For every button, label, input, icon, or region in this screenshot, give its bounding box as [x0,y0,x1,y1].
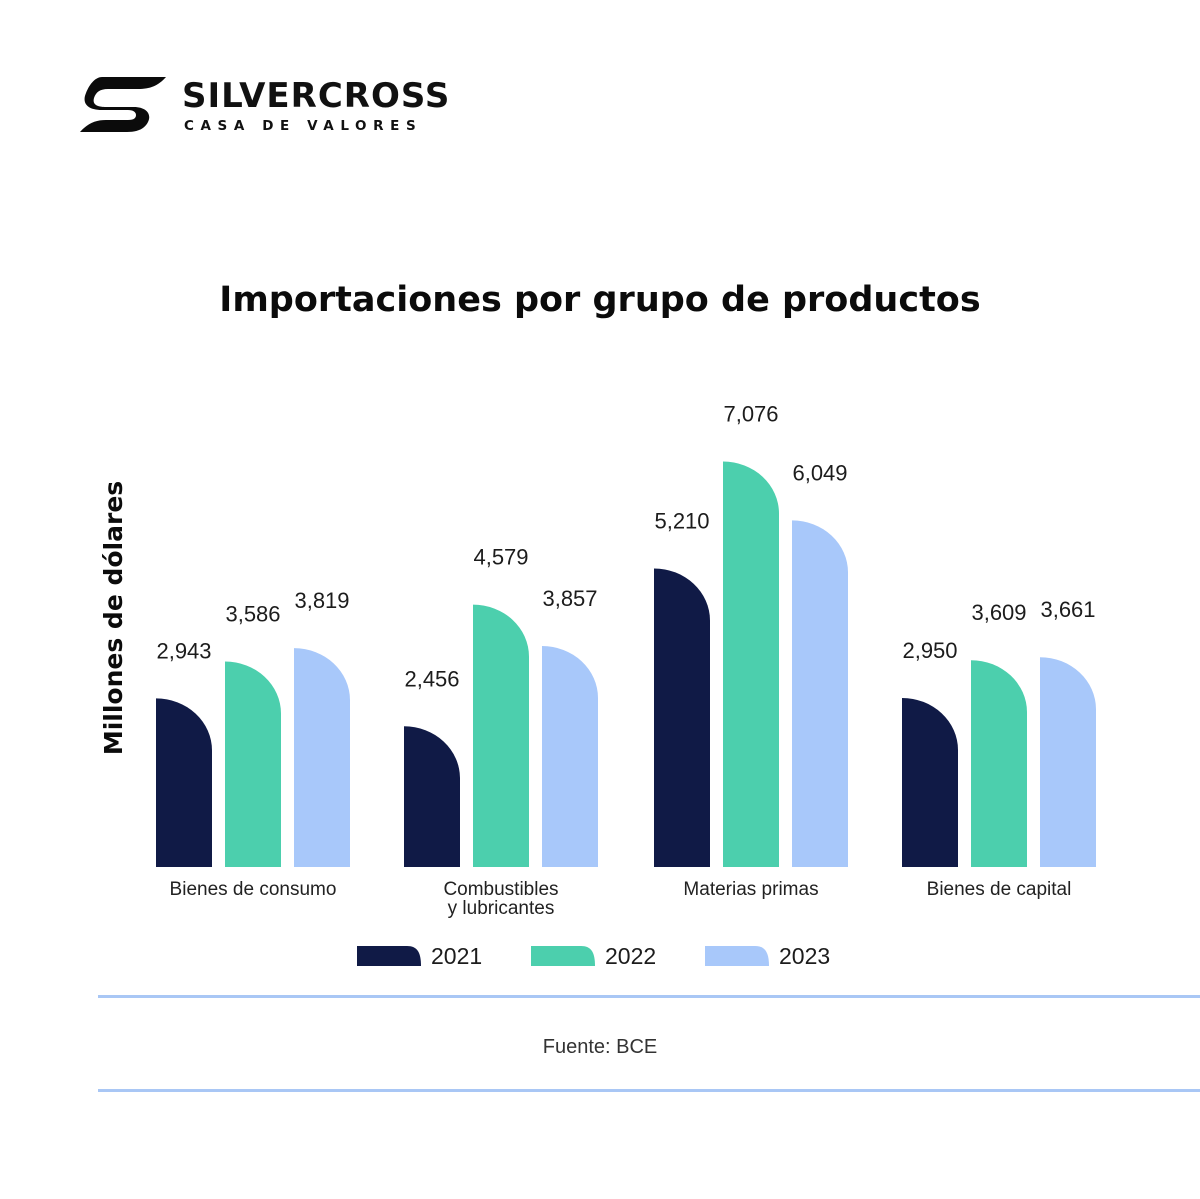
brand-logo: SILVERCROSS CASA DE VALORES [78,74,458,136]
data-label-2022-2: 4,579 [473,545,528,570]
imports-bar-chart: 2,943 3,586 3,819 Bienes de consumo 2,456 4,5… [99,402,1096,969]
brand-name: SILVERCROSS [182,76,451,116]
data-label-2022-3: 7,076 [723,402,778,427]
bar-2022-2 [473,604,529,867]
silvercross-mark-icon [80,77,166,132]
category-label-2-line-2: y lubricantes [448,898,555,919]
y-axis-label: Millones de dólares [99,481,128,755]
bar-2022-4 [971,660,1027,867]
source-note: Fuente: BCE [542,1036,658,1058]
data-label-2023-3: 6,049 [792,460,847,485]
divider-top [98,995,1200,998]
legend-swatch-2023 [705,946,769,966]
bar-2021-3 [654,568,710,867]
brand-tagline: CASA DE VALORES [184,118,423,134]
divider-bottom [98,1089,1200,1092]
bar-2023-1 [294,648,350,867]
legend-label-2022: 2022 [605,943,656,969]
bar-2023-2 [542,645,598,867]
data-label-2022-1: 3,586 [225,602,280,627]
legend-swatch-2021 [357,946,421,966]
bar-2021-4 [902,697,958,867]
bar-2022-1 [225,661,281,867]
data-label-2021-2: 2,456 [404,666,459,691]
legend-label-2021: 2021 [431,943,482,969]
category-label-2-line-1: Combustibles [443,879,558,900]
bar-2023-3 [792,520,848,867]
bar-2023-4 [1040,657,1096,867]
legend-label-2023: 2023 [779,943,830,969]
category-label-3: Materias primas [683,879,818,900]
data-label-2021-1: 2,943 [156,638,211,663]
category-label-1: Bienes de consumo [170,879,337,900]
data-label-2023-1: 3,819 [294,588,349,613]
data-label-2021-4: 2,950 [902,638,957,663]
bar-2022-3 [723,461,779,867]
legend-swatch-2022 [531,946,595,966]
bar-2021-2 [404,726,460,867]
chart-title: Importaciones por grupo de productos [219,280,981,320]
bar-2021-1 [156,698,212,867]
data-label-2021-3: 5,210 [654,508,709,533]
category-label-4: Bienes de capital [927,879,1072,900]
data-label-2023-4: 3,661 [1040,597,1095,622]
data-label-2023-2: 3,857 [542,586,597,611]
data-label-2022-4: 3,609 [971,600,1026,625]
